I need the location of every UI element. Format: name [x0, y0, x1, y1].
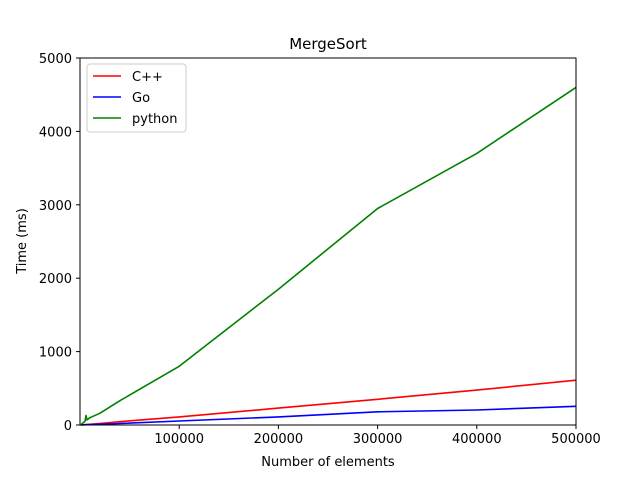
- y-tick-label: 1000: [39, 346, 72, 361]
- x-tick-label: 500000: [551, 432, 601, 447]
- x-tick-label: 400000: [452, 432, 502, 447]
- y-tick-label: 2000: [39, 272, 72, 287]
- axes-frame: [79, 57, 577, 426]
- y-axis: 0 1000 2000 3000 4000 5000: [39, 52, 80, 434]
- y-tick-label: 4000: [39, 125, 72, 140]
- y-tick-label: 0: [64, 419, 72, 434]
- x-axis-label: Number of elements: [261, 455, 395, 470]
- legend-box: [86, 63, 187, 133]
- x-axis: 100000 200000 300000 400000 500000: [154, 425, 601, 447]
- legend: C++ Go python: [86, 63, 187, 133]
- legend-label: python: [132, 112, 177, 127]
- legend-label: C++: [132, 70, 163, 85]
- series-line-python-2: [80, 86, 577, 426]
- chart-title: MergeSort: [289, 35, 367, 53]
- legend-label: Go: [132, 91, 150, 106]
- x-tick-label: 100000: [154, 432, 204, 447]
- y-tick-label: 5000: [39, 52, 72, 67]
- y-axis-label: Time (ms): [15, 208, 30, 275]
- x-tick-label: 300000: [353, 432, 403, 447]
- x-tick-label: 200000: [254, 432, 304, 447]
- y-tick-label: 3000: [39, 199, 72, 214]
